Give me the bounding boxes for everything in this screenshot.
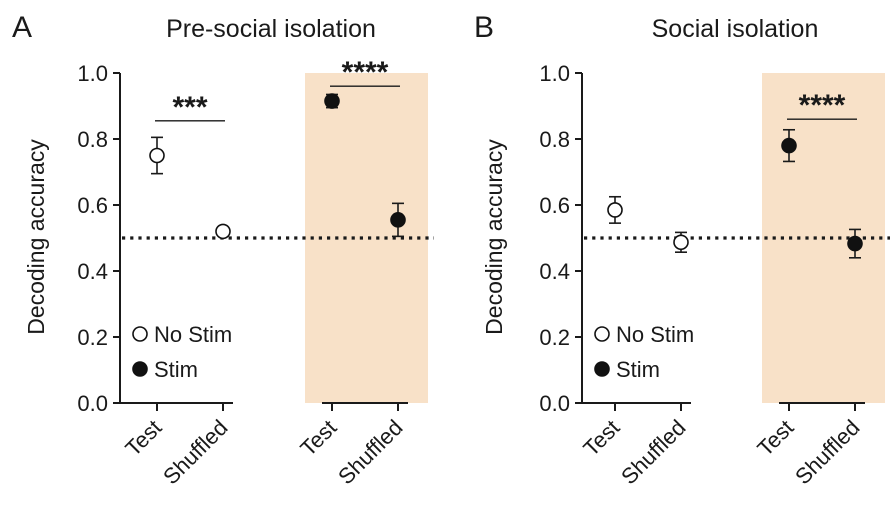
y-tick-label: 0.6	[539, 193, 570, 218]
significance-stars: ****	[342, 56, 389, 89]
panel-title: Social isolation	[652, 15, 819, 43]
y-tick-label: 0.2	[77, 325, 108, 350]
legend-marker	[132, 361, 148, 377]
y-tick-label: 1.0	[77, 61, 108, 86]
data-point-no-stim	[673, 234, 689, 251]
x-tick-label: Test	[295, 415, 341, 461]
legend-label: Stim	[616, 357, 660, 382]
y-axis-label: Decoding accuracy	[23, 139, 49, 335]
x-tick-label: Shuffled	[790, 415, 864, 489]
x-tick-label: Shuffled	[616, 415, 690, 489]
y-tick-label: 0.0	[539, 391, 570, 416]
x-tick-label: Shuffled	[158, 415, 232, 489]
y-tick-label: 0.8	[539, 127, 570, 152]
legend-label: Stim	[154, 357, 198, 382]
data-point-no-stim	[607, 202, 623, 218]
y-axis-label: Decoding accuracy	[481, 139, 507, 335]
y-tick-label: 0.0	[77, 391, 108, 416]
panel-b: B Social isolation Decoding accuracy 0.0 0.2…	[474, 11, 890, 489]
y-tick-label: 0.6	[77, 193, 108, 218]
x-tick-label: Test	[752, 415, 798, 461]
data-point-stim	[847, 235, 863, 252]
panel-letter: A	[12, 11, 32, 44]
panel-letter: B	[474, 11, 494, 44]
y-tick-label: 0.8	[77, 127, 108, 152]
legend-marker	[594, 361, 610, 377]
x-tick-label: Shuffled	[333, 415, 407, 489]
y-tick-label: 0.2	[539, 325, 570, 350]
stim-highlight-band	[305, 73, 428, 403]
x-tick-label: Test	[120, 415, 166, 461]
panel-title: Pre-social isolation	[166, 15, 376, 43]
data-point-no-stim	[149, 147, 165, 164]
y-tick-label: 1.0	[539, 61, 570, 86]
significance-stars: ****	[799, 89, 846, 122]
data-point-stim	[324, 93, 340, 109]
data-point-stim	[390, 212, 406, 228]
legend-label: No Stim	[616, 322, 694, 347]
legend-label: No Stim	[154, 322, 232, 347]
data-point-no-stim	[215, 223, 231, 240]
legend-marker	[132, 326, 148, 342]
significance-stars: ***	[172, 91, 207, 124]
y-tick-label: 0.4	[77, 259, 108, 284]
legend-marker	[594, 326, 610, 342]
x-tick-label: Test	[578, 415, 624, 461]
y-tick-label: 0.4	[539, 259, 570, 284]
data-point-stim	[781, 137, 797, 154]
panel-a: A Pre-social isolation Decoding accuracy 0.…	[12, 11, 434, 489]
